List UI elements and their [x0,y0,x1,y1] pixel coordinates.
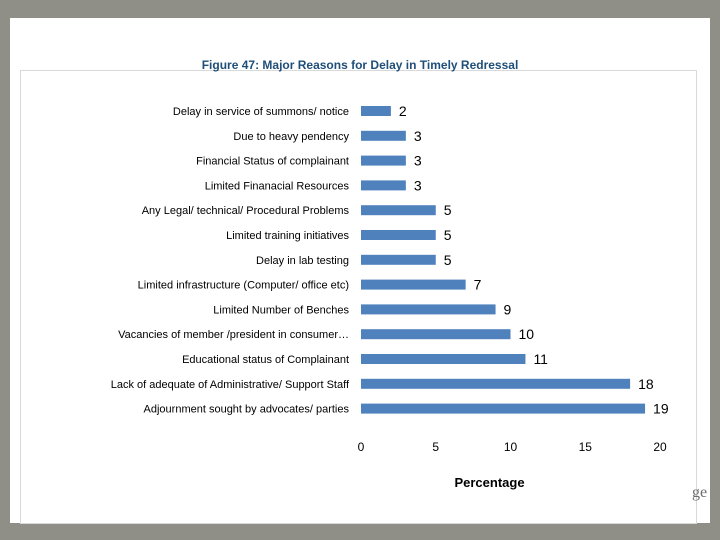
category-label: Vacancies of member /president in consum… [118,329,349,341]
slide-edge-text: ge [692,484,708,501]
bar [361,230,436,240]
data-label: 2 [399,103,407,119]
data-label: 3 [414,153,422,169]
bar [361,180,406,191]
data-label: 19 [653,401,669,417]
data-label: 11 [533,351,548,367]
bar [361,329,511,340]
bar [361,378,631,389]
data-label: 5 [444,202,452,218]
data-label: 10 [519,326,535,342]
data-label: 3 [414,177,422,193]
bar [361,279,466,290]
data-label: 18 [638,376,654,392]
category-label: Due to heavy pendency [233,131,349,143]
data-label: 7 [474,277,482,293]
bar [361,155,406,166]
slide: Figure 47: Major Reasons for Delay in Ti… [10,18,710,524]
category-label: Any Legal/ technical/ Procedural Problem… [142,205,350,217]
bar [361,354,526,364]
x-tick-label: 20 [653,440,667,454]
category-labels-group: Delay in service of summons/ notice Due t… [111,106,350,416]
data-label: 3 [414,128,422,144]
data-label: 9 [504,301,512,317]
data-label: 5 [444,252,452,268]
category-label: Limited Number of Benches [213,304,349,316]
x-tick-label: 0 [358,440,365,454]
category-label: Adjournment sought by advocates/ parties [144,404,350,416]
bar [361,254,436,265]
bar [361,130,406,141]
bar [361,304,496,315]
category-label: Educational status of Complainant [182,354,349,366]
category-label: Delay in lab testing [256,255,349,267]
category-label: Lack of adequate of Administrative/ Supp… [111,379,350,391]
category-label: Delay in service of summons/ notice [173,106,349,118]
bar [361,205,436,216]
bars-group [361,106,646,414]
bar [361,106,391,116]
x-tick-label: 15 [579,440,593,454]
bar [361,403,646,414]
chart-frame [20,70,697,524]
category-label: Financial Status of complainant [196,156,349,168]
x-tick-label: 5 [432,440,439,454]
chart-title: Figure 47: Major Reasons for Delay in Ti… [201,58,519,72]
x-axis-title: Percentage [454,475,524,490]
category-label: Limited infrastructure (Computer/ office… [138,280,349,292]
category-label: Limited training initiatives [226,230,349,242]
category-label: Limited Finanacial Resources [205,180,350,192]
x-tick-labels-group: 0 5 10 15 20 [358,440,667,454]
data-label: 5 [444,227,452,243]
x-tick-label: 10 [504,440,518,454]
